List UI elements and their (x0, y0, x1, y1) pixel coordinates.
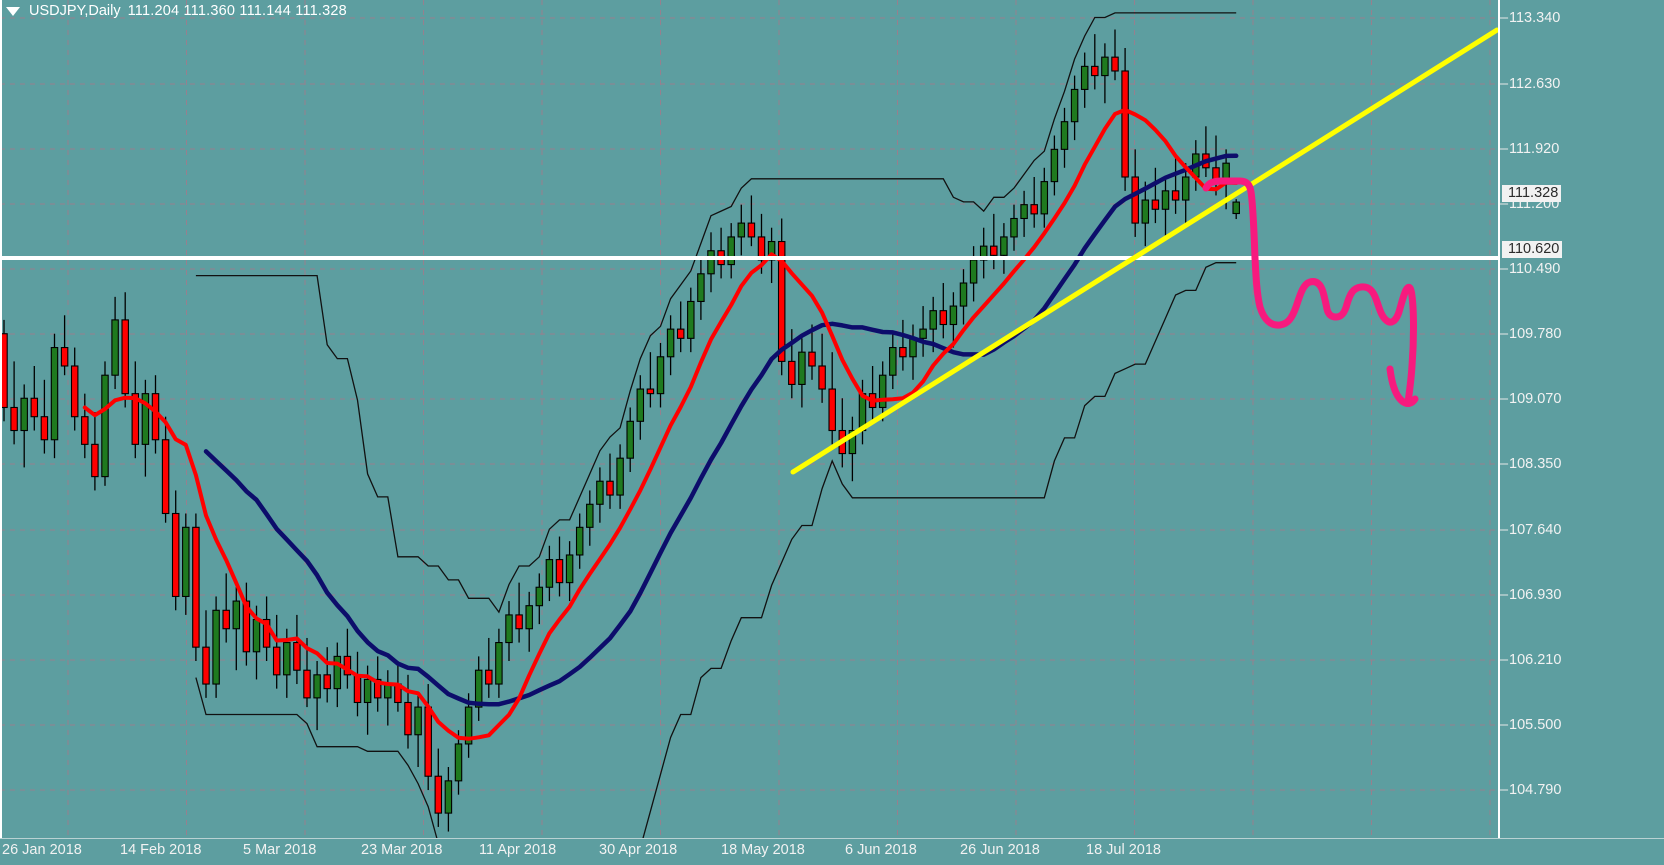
price-tick: –109.070 (1500, 391, 1664, 407)
price-tick-mark: – (1500, 10, 1509, 26)
price-tick-mark: – (1500, 326, 1509, 342)
price-tick-mark: – (1500, 76, 1509, 92)
moving-average-fast (82, 107, 1239, 741)
price-tick-label: 112.630 (1509, 76, 1561, 92)
date-tick-label: 26 Jan 2018 (2, 842, 82, 858)
price-tick-label: 108.350 (1509, 456, 1562, 472)
price-tick-label: 109.780 (1509, 326, 1562, 342)
price-tick-mark: – (1500, 261, 1509, 277)
price-tick: –110.490 (1500, 261, 1664, 277)
candlestick-series (0, 29, 1240, 832)
price-tick-mark: – (1500, 196, 1509, 212)
price-tick-label: 105.500 (1509, 717, 1562, 733)
chart-canvas (0, 0, 1498, 838)
price-tick-mark: – (1500, 782, 1509, 798)
grid-lines (0, 0, 1498, 838)
price-tick-label: 106.930 (1509, 587, 1562, 603)
pink-forecast-path (1202, 177, 1417, 407)
date-scale[interactable]: 26 Jan 2018 14 Feb 2018 5 Mar 2018 23 Mar 2… (0, 838, 1664, 865)
price-tick: –113.340 (1500, 10, 1664, 26)
price-tick-mark: – (1500, 391, 1509, 407)
date-tick-label: 18 Jul 2018 (1086, 842, 1161, 858)
symbol-period-label: USDJPY,Daily (29, 3, 121, 19)
price-tick-label: 107.640 (1509, 522, 1562, 538)
price-tick: –111.920 (1500, 141, 1664, 157)
price-tick-mark: – (1500, 717, 1509, 733)
chart-left-border (0, 0, 2, 838)
price-tick: –106.930 (1500, 587, 1664, 603)
price-tick-mark: – (1500, 652, 1509, 668)
ohlc-values: 111.204 111.360 111.144 111.328 (127, 3, 347, 19)
yellow-trendline (790, 27, 1498, 475)
price-tick-label: 106.210 (1509, 652, 1562, 668)
price-tick: –108.350 (1500, 456, 1664, 472)
triangle-down-icon[interactable] (6, 6, 20, 16)
price-tick-label: 113.340 (1509, 10, 1561, 26)
price-tick-label: 104.790 (1509, 782, 1562, 798)
price-tick-mark: – (1500, 522, 1509, 538)
price-tick-label: 109.070 (1509, 391, 1562, 407)
price-scale[interactable]: –113.340 –112.630 –111.920 –111.200 –110.490… (1498, 0, 1664, 838)
chart-header: USDJPY,Daily 111.204 111.360 111.144 111… (6, 2, 347, 20)
date-tick-label: 26 Jun 2018 (960, 842, 1040, 858)
date-tick-label: 11 Apr 2018 (479, 842, 557, 858)
price-tick-mark: – (1500, 587, 1509, 603)
chart-plot-area[interactable] (0, 0, 1498, 838)
price-tick: –105.500 (1500, 717, 1664, 733)
current-price-label: 111.328 (1502, 185, 1562, 202)
price-tick: –112.630 (1500, 76, 1664, 92)
price-tick: –107.640 (1500, 522, 1664, 538)
price-tick: –106.210 (1500, 652, 1664, 668)
price-tick-label: 111.920 (1509, 141, 1560, 157)
date-tick-label: 6 Jun 2018 (845, 842, 917, 858)
price-tick-label: 110.490 (1509, 261, 1561, 277)
date-tick-label: 5 Mar 2018 (243, 842, 317, 858)
pink-forecast-arrowhead (1386, 365, 1419, 407)
moving-average-slow (203, 153, 1239, 707)
price-tick-mark: – (1500, 141, 1509, 157)
date-tick-label: 23 Mar 2018 (361, 842, 443, 858)
price-tick: –109.780 (1500, 326, 1664, 342)
price-tick: –104.790 (1500, 782, 1664, 798)
date-tick-label: 30 Apr 2018 (599, 842, 678, 858)
line-price-label: 110.620 (1502, 241, 1563, 258)
date-tick-label: 14 Feb 2018 (120, 842, 202, 858)
price-tick-mark: – (1500, 456, 1509, 472)
date-tick-label: 18 May 2018 (721, 842, 805, 858)
bollinger-bands (195, 12, 1237, 838)
